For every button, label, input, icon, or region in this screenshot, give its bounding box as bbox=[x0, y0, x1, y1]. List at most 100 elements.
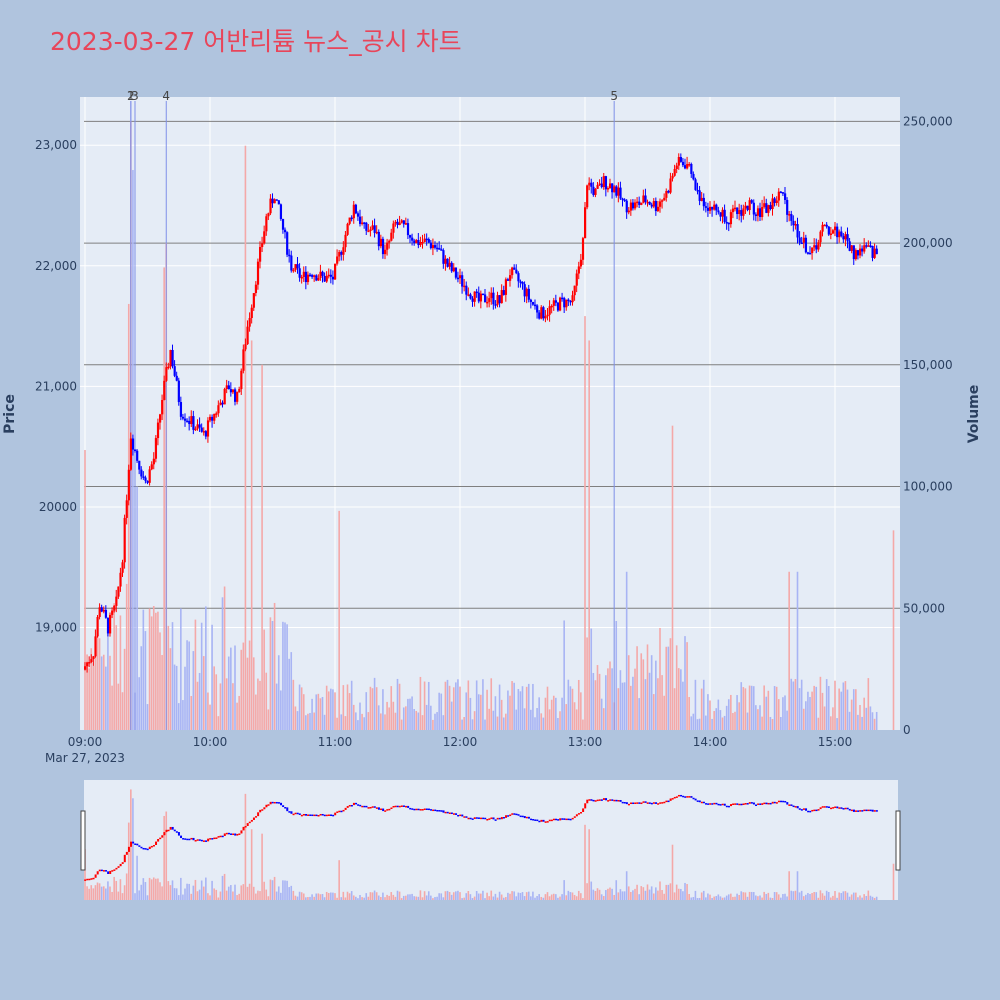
volume-bar bbox=[311, 698, 313, 730]
volume-bar bbox=[621, 682, 624, 730]
mini-volume-bar bbox=[694, 890, 697, 900]
mini-candle bbox=[221, 835, 224, 838]
mini-volume-bar bbox=[152, 877, 155, 900]
volume-bar bbox=[744, 688, 747, 730]
candle bbox=[661, 200, 664, 202]
candle bbox=[448, 262, 451, 267]
mini-candle bbox=[565, 818, 568, 821]
candle bbox=[656, 206, 660, 212]
volume-bar bbox=[357, 720, 359, 730]
mini-candle bbox=[590, 799, 593, 801]
mini-candle bbox=[640, 802, 643, 805]
candle bbox=[306, 274, 310, 283]
mini-candle bbox=[792, 805, 795, 808]
mini-candle bbox=[496, 817, 499, 820]
mini-candle bbox=[144, 848, 147, 850]
candle bbox=[131, 438, 135, 450]
volume-bar bbox=[477, 694, 480, 730]
mini-candle bbox=[448, 812, 451, 815]
mini-volume-bar bbox=[330, 892, 332, 900]
volume-bar bbox=[523, 708, 526, 730]
range-slider[interactable] bbox=[84, 780, 898, 900]
mini-volume-bar bbox=[363, 897, 365, 900]
candle bbox=[198, 424, 201, 428]
range-slider-left-handle[interactable] bbox=[80, 810, 86, 871]
mini-volume-bar bbox=[505, 897, 507, 900]
mini-volume-bar bbox=[384, 897, 386, 900]
candle bbox=[806, 252, 810, 254]
mini-volume-bar bbox=[94, 885, 97, 900]
mini-candle bbox=[330, 814, 333, 816]
mini-candle bbox=[825, 806, 828, 808]
candle bbox=[790, 214, 793, 221]
mini-candle bbox=[675, 796, 678, 798]
mini-volume-bar bbox=[563, 880, 565, 900]
candle bbox=[606, 188, 610, 190]
mini-candle bbox=[298, 813, 301, 815]
mini-volume-bar bbox=[855, 892, 857, 900]
volume-bar bbox=[325, 685, 328, 730]
volume-bar bbox=[113, 603, 115, 730]
candle bbox=[413, 240, 416, 244]
mini-volume-bar bbox=[502, 897, 505, 900]
volume-bar bbox=[761, 716, 763, 730]
mini-volume-bar bbox=[305, 897, 307, 900]
mini-volume-bar bbox=[617, 892, 620, 900]
volume-bar bbox=[690, 716, 693, 730]
candle bbox=[869, 245, 872, 247]
volume-bar bbox=[152, 605, 155, 730]
candle bbox=[548, 306, 551, 315]
volume-bar bbox=[559, 711, 561, 730]
event-marker-label: 3 bbox=[131, 89, 139, 103]
mini-candle bbox=[813, 809, 816, 812]
mini-volume-bar bbox=[892, 863, 895, 900]
mini-candle bbox=[527, 816, 530, 819]
volume-bar bbox=[484, 719, 486, 730]
mini-volume-bar bbox=[307, 897, 309, 900]
mini-volume-bar bbox=[663, 893, 665, 900]
mini-volume-bar bbox=[382, 892, 384, 900]
mini-volume-bar bbox=[175, 888, 178, 900]
mini-candle bbox=[252, 817, 255, 820]
candle bbox=[490, 292, 493, 299]
volume-bar bbox=[386, 701, 388, 730]
mini-volume-bar bbox=[867, 890, 870, 900]
volume-bar bbox=[238, 695, 240, 730]
volume-bar bbox=[236, 702, 238, 730]
mini-volume-bar bbox=[352, 895, 355, 900]
mini-volume-bar bbox=[773, 892, 776, 900]
candle bbox=[394, 221, 397, 224]
candle bbox=[286, 232, 289, 255]
candle bbox=[627, 210, 630, 213]
mini-volume-bar bbox=[86, 886, 88, 900]
mini-candle bbox=[317, 815, 320, 817]
mini-volume-bar bbox=[463, 897, 465, 900]
candle bbox=[336, 256, 339, 264]
candle bbox=[746, 205, 749, 211]
volume-bar bbox=[552, 695, 555, 730]
volume-bar bbox=[352, 704, 355, 730]
mini-volume-bar bbox=[588, 829, 590, 900]
mini-volume-bar bbox=[117, 891, 120, 900]
mini-candle bbox=[255, 816, 258, 818]
mini-candle bbox=[102, 870, 105, 872]
mini-candle bbox=[800, 809, 803, 811]
candle bbox=[365, 222, 368, 231]
candle bbox=[696, 189, 699, 192]
volume-bar bbox=[534, 717, 536, 730]
volume-bar bbox=[190, 695, 193, 730]
mini-volume-bar bbox=[611, 888, 613, 900]
mini-candle bbox=[407, 805, 410, 808]
candle bbox=[459, 275, 462, 279]
volume-bar bbox=[92, 665, 95, 730]
mini-volume-bar bbox=[377, 895, 380, 900]
mini-candle bbox=[442, 810, 445, 813]
candle bbox=[504, 279, 508, 295]
volume-bar bbox=[836, 718, 838, 730]
candle bbox=[277, 200, 280, 205]
range-slider-right-handle[interactable] bbox=[895, 810, 901, 871]
candle bbox=[302, 271, 305, 277]
mini-candle bbox=[502, 817, 505, 819]
candle bbox=[615, 186, 618, 196]
volume-bar bbox=[848, 711, 851, 730]
